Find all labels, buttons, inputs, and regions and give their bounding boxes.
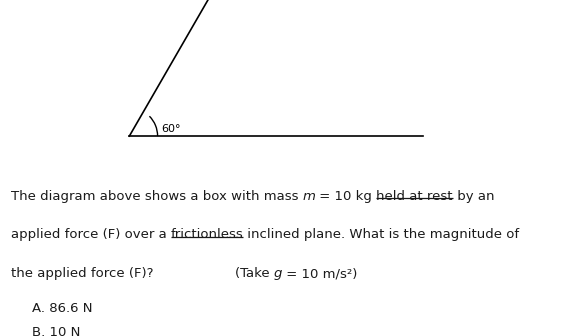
Text: A. 86.6 N: A. 86.6 N [32,302,93,315]
Text: inclined plane. What is the magnitude of: inclined plane. What is the magnitude of [243,228,519,242]
Text: by an: by an [453,190,495,203]
Text: m: m [302,190,315,203]
Text: applied force (F) over a: applied force (F) over a [11,228,171,242]
Text: 60°: 60° [162,124,181,134]
Text: frictionless: frictionless [171,228,243,242]
Text: = 10 m/s²): = 10 m/s²) [282,267,358,280]
Text: held at rest: held at rest [376,190,453,203]
Text: g: g [274,267,282,280]
Text: (Take: (Take [235,267,274,280]
Text: the applied force (F)?: the applied force (F)? [11,267,153,280]
Text: = 10 kg: = 10 kg [315,190,376,203]
Text: The diagram above shows a box with mass: The diagram above shows a box with mass [11,190,302,203]
Text: B. 10 N: B. 10 N [32,326,81,336]
